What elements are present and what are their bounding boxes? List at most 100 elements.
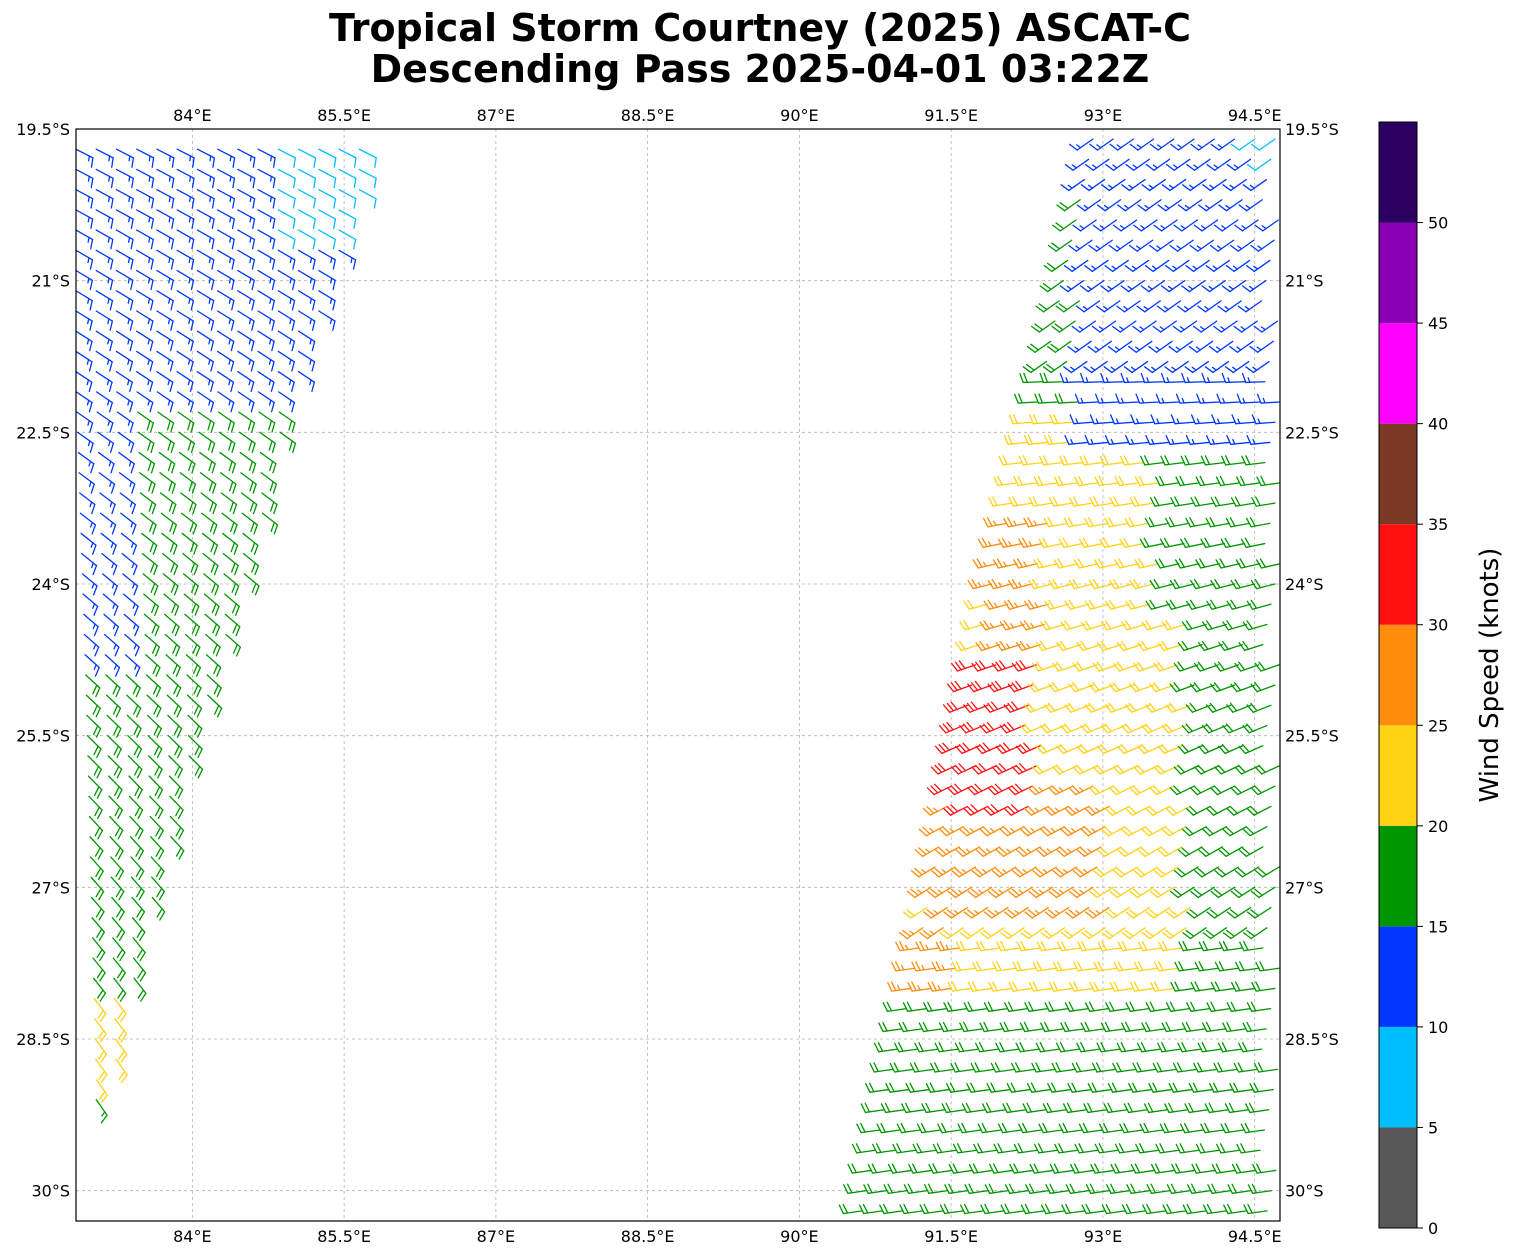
- wind-barb: [968, 1163, 994, 1174]
- wind-barb: [894, 1042, 919, 1053]
- wind-barb: [156, 229, 175, 250]
- wind-barb: [1249, 340, 1274, 353]
- wind-barb: [1094, 475, 1119, 487]
- wind-barb: [1007, 783, 1033, 796]
- lon-tick-label-bottom: 94.5°E: [1228, 1227, 1282, 1246]
- colorbar-segment: [1379, 423, 1417, 525]
- wind-barb: [1140, 280, 1166, 293]
- wind-barb: [1254, 219, 1279, 232]
- wind-barb: [115, 371, 133, 393]
- wind-barb: [1181, 620, 1207, 631]
- wind-barb: [1101, 1203, 1127, 1215]
- wind-barb: [1020, 927, 1045, 940]
- wind-barb: [906, 886, 932, 899]
- wind-barb: [1000, 1203, 1025, 1215]
- wind-barb: [201, 512, 218, 535]
- wind-barb: [1206, 1001, 1231, 1012]
- wind-barb: [1053, 558, 1079, 569]
- wind-barb: [1157, 640, 1183, 652]
- wind-barb: [112, 937, 126, 962]
- wind-barb: [1236, 1143, 1261, 1154]
- wind-barb: [156, 189, 175, 209]
- wind-barb: [1121, 1203, 1147, 1215]
- wind-barb: [95, 391, 113, 413]
- wind-barb: [196, 209, 215, 230]
- wind-barb: [1107, 1082, 1133, 1093]
- wind-barb: [1088, 578, 1114, 590]
- wind-barb: [196, 189, 215, 209]
- wind-barb: [1256, 393, 1280, 404]
- lat-tick-label-right: 22.5°S: [1285, 423, 1339, 442]
- wind-barb: [196, 350, 214, 372]
- wind-barb: [1161, 620, 1187, 631]
- wind-barb: [1188, 340, 1214, 353]
- wind-barb: [95, 189, 114, 209]
- wind-barb: [1064, 599, 1090, 610]
- wind-barb: [935, 846, 960, 857]
- wind-barb: [1145, 1001, 1171, 1012]
- wind-barb: [1185, 517, 1210, 528]
- wind-barb: [1053, 475, 1079, 487]
- wind-barb: [1214, 961, 1240, 972]
- wind-barb: [934, 742, 960, 755]
- wind-barb: [237, 229, 256, 250]
- wind-barb: [879, 1203, 904, 1215]
- wind-barb: [1101, 178, 1126, 192]
- wind-barb: [993, 475, 1018, 487]
- wind-barb: [1003, 701, 1029, 713]
- wind-barb: [176, 189, 195, 209]
- wind-barb: [277, 229, 296, 250]
- wind-barb: [905, 1082, 930, 1093]
- wind-barb: [1195, 475, 1220, 487]
- wind-barb: [79, 512, 97, 535]
- wind-barb: [1071, 320, 1097, 333]
- wind-barb: [1187, 1183, 1212, 1194]
- wind-barb: [1077, 940, 1102, 952]
- wind-barb: [186, 674, 202, 698]
- wind-barb: [1155, 1143, 1180, 1154]
- wind-barb: [1079, 280, 1105, 293]
- wind-barb: [168, 775, 184, 799]
- wind-barb: [931, 961, 956, 972]
- wind-barb: [1242, 620, 1268, 631]
- wind-barb: [1180, 537, 1205, 549]
- wind-barb: [76, 189, 94, 209]
- wind-barb: [1112, 661, 1138, 672]
- wind-barb: [105, 674, 121, 698]
- wind-barb: [1123, 360, 1149, 374]
- wind-barb: [1153, 661, 1179, 672]
- wind-barb: [103, 613, 120, 637]
- wind-barb: [206, 674, 222, 698]
- wind-barb: [939, 826, 964, 837]
- wind-barb: [1056, 846, 1082, 857]
- wind-barb: [925, 1082, 951, 1093]
- wind-barb: [892, 1143, 917, 1154]
- colorbar-segment: [1379, 1026, 1417, 1128]
- wind-barb: [1045, 1183, 1070, 1194]
- wind-barb: [1092, 661, 1118, 672]
- wind-barb: [1119, 455, 1145, 466]
- wind-barb: [1190, 886, 1215, 899]
- wind-barb: [1190, 981, 1215, 992]
- wind-barb: [237, 269, 255, 291]
- wind-barb: [999, 620, 1025, 631]
- wind-barb: [128, 795, 144, 820]
- wind-barb: [1225, 517, 1251, 528]
- wind-barb: [1193, 1062, 1218, 1073]
- wind-barb: [132, 957, 147, 982]
- wind-barb: [1065, 1183, 1090, 1194]
- wind-barb: [95, 371, 113, 393]
- wind-barb: [237, 371, 255, 393]
- wind-barb: [967, 981, 993, 992]
- wind-barb: [177, 411, 195, 433]
- wind-barb: [1008, 981, 1033, 992]
- wind-barb: [1054, 393, 1079, 404]
- wind-barb: [1135, 393, 1160, 404]
- wind-barb: [1152, 1062, 1178, 1073]
- wind-barb: [218, 411, 235, 433]
- wind-barb: [91, 917, 105, 941]
- wind-barb: [1099, 1122, 1124, 1134]
- wind-barb: [1230, 682, 1256, 693]
- wind-barb: [1128, 340, 1153, 353]
- wind-barb: [1106, 1183, 1131, 1194]
